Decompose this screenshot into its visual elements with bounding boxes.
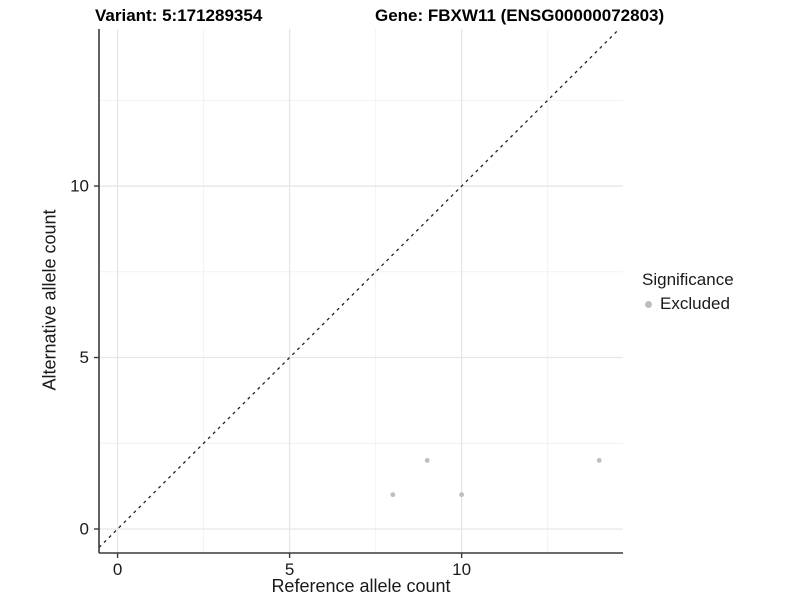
data-point xyxy=(424,458,430,463)
gene-title: Gene: FBXW11 (ENSG00000072803) xyxy=(375,6,665,25)
legend-title: Significance xyxy=(642,270,734,289)
data-point xyxy=(459,492,465,498)
x-tick-label: 5 xyxy=(285,560,294,579)
y-axis-title: Alternative allele count xyxy=(39,209,60,391)
x-tick-label: 0 xyxy=(113,560,122,579)
legend-item-label: Excluded xyxy=(660,294,730,313)
identity-reference-line xyxy=(98,28,620,548)
x-axis-title: Reference allele count xyxy=(271,576,451,596)
y-tick-label: 5 xyxy=(80,348,89,367)
legend-point-icon xyxy=(645,300,652,308)
data-point xyxy=(390,492,396,498)
y-tick-label: 0 xyxy=(80,519,89,538)
x-tick-label: 10 xyxy=(452,560,471,579)
legend-item-excluded: Excluded xyxy=(642,294,734,314)
variant-title: Variant: 5:171289354 xyxy=(95,6,263,25)
y-tick-label: 10 xyxy=(70,177,89,196)
data-point xyxy=(596,458,602,463)
legend: Significance Excluded xyxy=(642,270,734,314)
